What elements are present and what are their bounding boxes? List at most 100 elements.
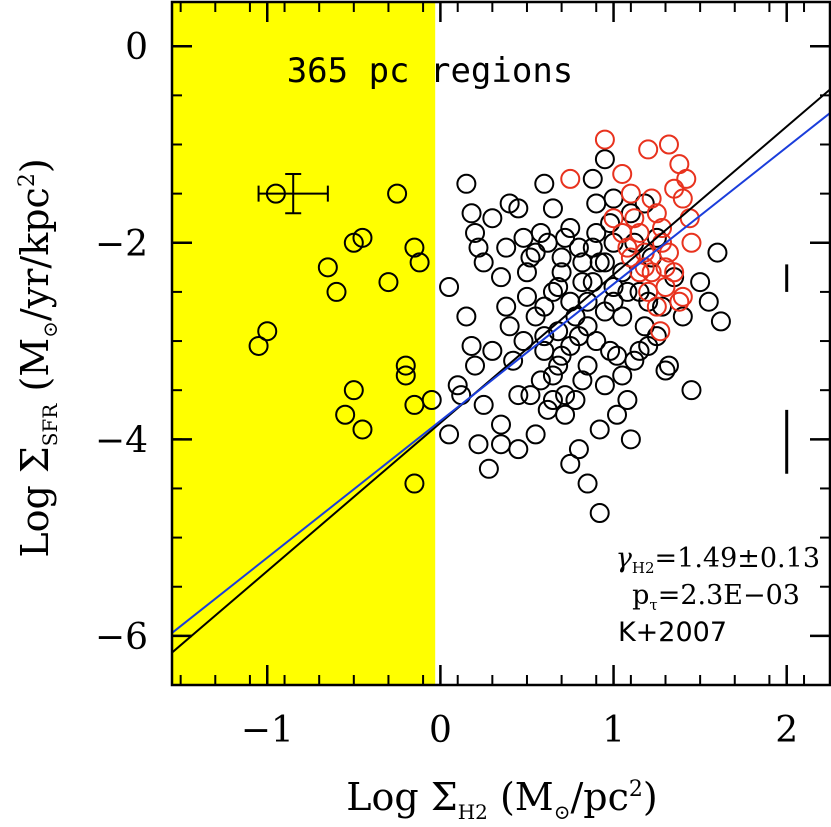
data-point-regions (465, 222, 486, 243)
data-point-regions (520, 247, 541, 268)
data-point-red (638, 139, 659, 160)
data-point-masked (395, 355, 416, 376)
data-point-regions (710, 311, 731, 332)
data-point-regions (516, 262, 537, 283)
data-point-regions (589, 419, 610, 440)
data-point-regions (655, 360, 676, 381)
data-point-masked (317, 257, 338, 278)
data-point-regions (572, 370, 593, 391)
data-point-red (672, 188, 693, 209)
data-point-masked (404, 473, 425, 494)
data-point-red (612, 163, 633, 184)
data-point-regions (629, 340, 650, 361)
data-point-red (620, 247, 641, 268)
data-point-red (612, 222, 633, 243)
data-point-regions (624, 350, 645, 371)
data-point-regions (508, 439, 529, 460)
y-tick-label: −2 (95, 224, 148, 265)
data-point-regions (560, 453, 581, 474)
data-point-red (620, 183, 641, 204)
data-point-masked (257, 321, 278, 342)
data-point-masked (343, 380, 364, 401)
data-point-red (624, 208, 645, 229)
data-point-masked (395, 365, 416, 386)
plot-area: −1 0 1 2 −6 −4 −2 0 (95, 0, 831, 751)
data-point-regions (617, 390, 638, 411)
y-tick-label: −6 (95, 617, 148, 658)
data-point-regions (582, 237, 603, 258)
data-point-masked (248, 335, 269, 356)
data-point-regions (525, 306, 546, 327)
data-point-regions (513, 331, 534, 352)
data-point-red (681, 232, 702, 253)
data-point-regions (534, 173, 555, 194)
data-point-regions (565, 390, 586, 411)
data-point-regions (646, 326, 667, 347)
data-point-regions (473, 394, 494, 415)
data-point-regions (586, 222, 607, 243)
data-point-regions (607, 404, 628, 425)
data-point-regions (516, 286, 537, 307)
data-point-regions (508, 385, 529, 406)
data-point-regions (594, 252, 615, 273)
data-point-regions (461, 335, 482, 356)
data-point-regions (456, 306, 477, 327)
data-point-red (664, 262, 685, 283)
data-point-regions (473, 252, 494, 273)
data-point-regions (600, 213, 621, 234)
data-point-regions (594, 301, 615, 322)
data-point-regions (530, 222, 551, 243)
y-tick-label: 0 (125, 27, 148, 68)
data-point-masked (378, 272, 399, 293)
error-bar-example (257, 172, 329, 215)
data-point-regions (534, 326, 555, 347)
data-point-regions (491, 267, 511, 288)
data-point-regions (525, 242, 546, 263)
data-point-regions (577, 473, 598, 494)
shaded-region (172, 2, 436, 685)
data-point-regions (572, 252, 593, 273)
data-point-red (646, 203, 667, 224)
data-point-regions (496, 296, 517, 317)
data-point-red (650, 321, 671, 342)
data-point-regions (568, 439, 589, 460)
data-point-regions (548, 355, 569, 376)
data-point-regions (560, 335, 581, 356)
data-point-regions (465, 355, 486, 376)
data-point-regions (482, 340, 503, 361)
data-point-regions (534, 340, 555, 361)
data-point-regions (542, 365, 563, 386)
data-point-red (560, 168, 581, 189)
data-point-masked (352, 419, 373, 440)
data-point-regions (537, 399, 558, 420)
y-tick-label: −4 (95, 420, 148, 461)
data-point-regions (594, 149, 615, 170)
data-point-regions (582, 168, 603, 189)
data-point-regions (568, 237, 589, 258)
data-point-regions (681, 380, 702, 401)
data-point-regions (577, 355, 598, 376)
plot-frame (170, 0, 831, 687)
data-point-masked (421, 390, 442, 411)
data-point-regions (447, 375, 468, 396)
data-point-red (669, 291, 690, 312)
data-point-regions (589, 503, 610, 524)
data-point-red (658, 242, 679, 263)
data-point-regions (468, 237, 489, 258)
data-point-regions (503, 350, 524, 371)
data-point-regions (672, 306, 693, 327)
data-point-red (655, 276, 676, 297)
data-point-masked (404, 237, 425, 258)
data-point-masked (326, 281, 347, 302)
x-tick-label: −1 (241, 710, 294, 751)
data-point-regions (542, 198, 563, 219)
fit-line-k2007 (172, 112, 830, 634)
data-point-regions (542, 390, 563, 411)
data-point-masked (335, 404, 356, 425)
data-point-red (641, 188, 662, 209)
data-point-regions (542, 281, 563, 302)
data-point-regions (658, 355, 679, 376)
data-point-red (641, 262, 662, 283)
data-point-regions (439, 276, 460, 297)
